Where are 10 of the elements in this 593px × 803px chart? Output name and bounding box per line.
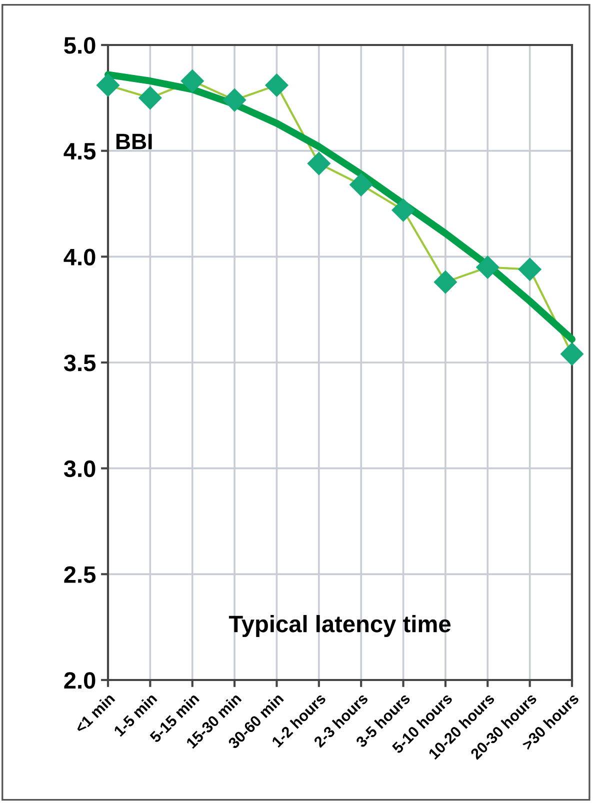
- x-axis-title: Typical latency time: [228, 615, 451, 638]
- y-tick-label: 2.5: [64, 566, 96, 583]
- y-tick-label: 3.5: [64, 354, 96, 372]
- y-tick-label: 3.0: [64, 460, 96, 478]
- y-tick-label: 4.5: [64, 143, 96, 160]
- y-tick-label: 2.0: [64, 672, 96, 689]
- y-tick-label: 5.0: [64, 37, 96, 54]
- y-axis-title: BBI: [116, 134, 152, 150]
- x-tick-label: <1 min: [74, 692, 116, 734]
- y-tick-label: 4.0: [64, 248, 96, 266]
